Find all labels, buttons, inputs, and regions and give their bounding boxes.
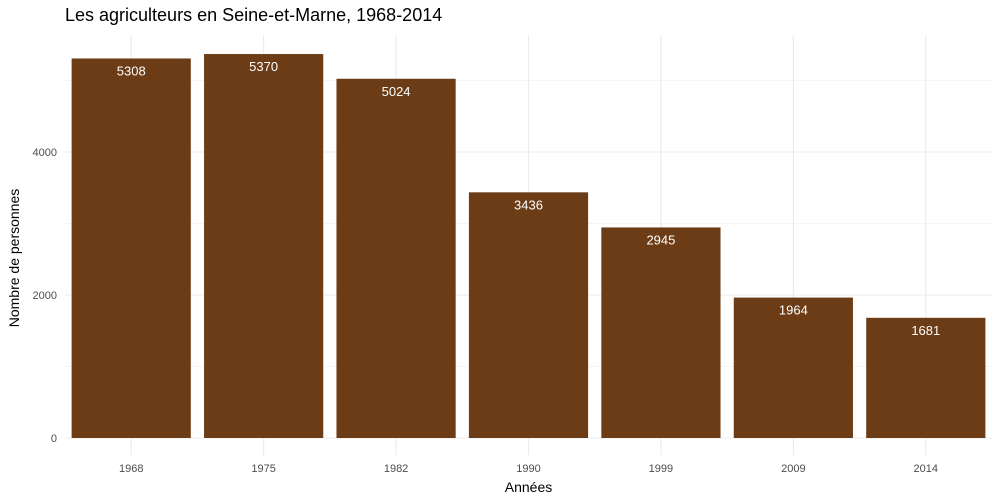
x-tick-label-1968: 1968 <box>119 463 143 475</box>
chart-title: Les agriculteurs en Seine-et-Marne, 1968… <box>65 5 443 25</box>
bar-2014 <box>866 317 986 438</box>
x-tick-label-2014: 2014 <box>914 463 938 475</box>
y-axis-ticks: 0 2000 4000 <box>33 147 57 445</box>
data-label-1990: 3436 <box>514 197 543 212</box>
bar-1999 <box>601 227 721 438</box>
bars <box>71 54 986 439</box>
bar-1975 <box>204 54 324 439</box>
data-label-1975: 5370 <box>249 59 278 74</box>
x-tick-label-1999: 1999 <box>649 463 673 475</box>
bar-1990 <box>468 192 589 438</box>
x-axis-ticks: 1968 1975 1982 1990 1999 2009 2014 <box>119 463 938 475</box>
x-tick-label-2009: 2009 <box>781 463 805 475</box>
data-label-2014: 1681 <box>911 323 940 338</box>
x-axis-title: Années <box>505 479 552 495</box>
data-label-2009: 1964 <box>779 303 808 318</box>
y-tick-label-0: 0 <box>51 433 57 445</box>
bar-1968 <box>71 58 191 439</box>
x-tick-label-1982: 1982 <box>384 463 408 475</box>
x-tick-label-1990: 1990 <box>516 463 540 475</box>
y-tick-label-4000: 4000 <box>33 147 57 159</box>
x-tick-label-1975: 1975 <box>251 463 275 475</box>
y-tick-label-2000: 2000 <box>33 290 57 302</box>
bar-1982 <box>336 78 456 438</box>
data-labels: 5308 5370 5024 3436 2945 1964 1681 <box>117 59 940 338</box>
y-axis-title: Nombre de personnes <box>6 189 22 328</box>
data-label-1999: 2945 <box>646 232 675 247</box>
data-label-1982: 5024 <box>382 84 411 99</box>
bar-2009 <box>733 297 853 438</box>
data-label-1968: 5308 <box>117 63 146 78</box>
